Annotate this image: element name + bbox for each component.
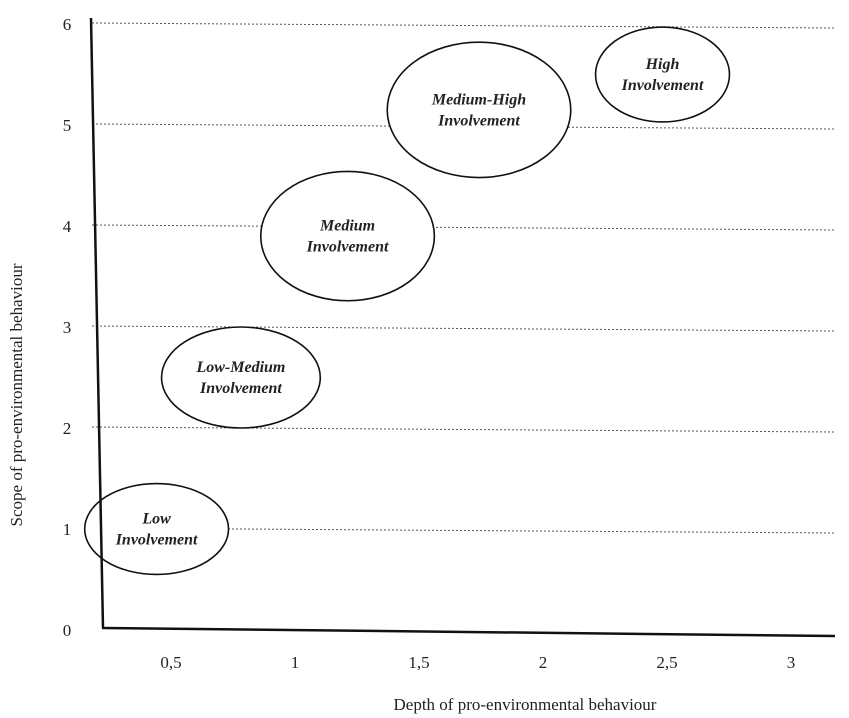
x-axis-line — [101, 626, 836, 638]
x-tick-label: 3 — [787, 653, 796, 672]
y-tick-label: 3 — [63, 318, 72, 337]
involvement-zone: Medium-High Involvement — [386, 41, 572, 179]
y-tick-label: 4 — [63, 217, 72, 236]
involvement-zone: Medium Involvement — [259, 170, 436, 302]
x-tick-label: 2 — [539, 653, 548, 672]
gridline — [91, 224, 836, 231]
zone-label: Involvement — [115, 532, 198, 549]
zone-ellipse — [594, 26, 731, 123]
y-axis-line — [89, 17, 105, 629]
y-tick-label: 2 — [63, 419, 72, 438]
zone-label: Low-Medium — [195, 359, 285, 376]
x-tick-label: 1 — [291, 653, 300, 672]
zone-ellipse — [386, 41, 572, 179]
y-tick-label: 6 — [63, 15, 72, 34]
y-axis-title: Scope of pro-environmental behaviour — [7, 263, 26, 526]
x-tick-label: 2,5 — [656, 653, 677, 672]
zone-label: Medium — [319, 218, 375, 235]
gridline — [91, 22, 836, 29]
x-axis-title: Depth of pro-environmental behaviour — [394, 695, 657, 714]
zone-ellipse — [160, 326, 322, 429]
involvement-zone: Low Involvement — [83, 482, 230, 576]
x-tick-label: 1,5 — [408, 653, 429, 672]
zone-label: Involvement — [306, 239, 389, 256]
zone-label: Low — [141, 511, 171, 528]
axes — [89, 17, 836, 638]
zone-label: High — [645, 56, 680, 73]
zones: LowInvolvementLow-MediumInvolvementMediu… — [83, 26, 731, 576]
involvement-zone: High Involvement — [594, 26, 731, 123]
x-tick-label: 0,5 — [160, 653, 181, 672]
involvement-zone: Low-Medium Involvement — [160, 326, 322, 429]
y-tick-label: 5 — [63, 116, 72, 135]
zone-label: Medium-High — [431, 91, 526, 108]
y-tick-label: 0 — [63, 621, 72, 640]
zone-label: Involvement — [199, 380, 282, 397]
gridline — [91, 426, 836, 433]
y-tick-label: 1 — [63, 520, 72, 539]
zone-ellipse — [259, 170, 436, 302]
zone-label: Involvement — [621, 77, 704, 94]
tick-labels: 0 1 2 3 4 5 6 0,5 1 1,5 2 2,5 3 — [63, 15, 796, 672]
gridline — [91, 325, 836, 332]
zone-label: Involvement — [437, 112, 520, 129]
zone-ellipse — [83, 482, 230, 576]
